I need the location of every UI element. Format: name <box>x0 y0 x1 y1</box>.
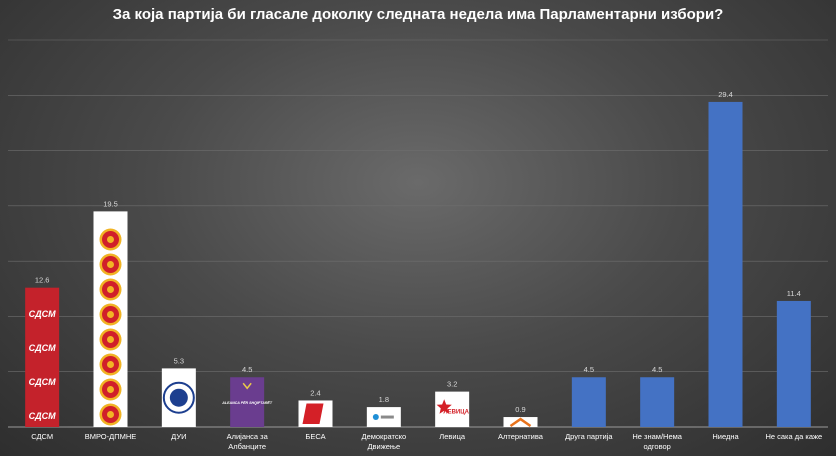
value-label: 4.5 <box>242 365 252 374</box>
besa-logo-icon <box>302 403 324 424</box>
alliance-logo-text: ALEANCA PËR SHQIPTARËT <box>221 401 273 405</box>
dui-logo-icon <box>169 388 188 407</box>
value-label: 11.4 <box>787 289 801 298</box>
value-label: 5.3 <box>174 356 184 365</box>
vmro-lion-icon <box>107 361 114 368</box>
category-label: БЕСА <box>305 432 325 441</box>
value-label: 0.9 <box>515 405 525 414</box>
vmro-lion-icon <box>107 336 114 343</box>
category-label: Друга партија <box>565 432 613 441</box>
bar-levica: ЛЕВИЦА <box>435 391 470 427</box>
bar-blue <box>708 101 743 428</box>
category-label: одговор <box>643 442 670 451</box>
vmro-lion-icon <box>107 236 114 243</box>
vmro-lion-icon <box>107 411 114 418</box>
gridlines <box>8 39 828 428</box>
category-label: Алтернатива <box>498 432 544 441</box>
category-label: ВМРО-ДПМНЕ <box>85 432 137 441</box>
bars: СДСМ СДСМ СДСМ СДСМ ALEANCA PËR SHQIPTARËT ЛЕ… <box>25 101 811 428</box>
value-label: 1.8 <box>379 395 389 404</box>
vmro-lion-icon <box>107 286 114 293</box>
category-label: Не сака да каже <box>765 432 822 441</box>
value-label: 29.4 <box>718 90 733 99</box>
bar <box>25 287 60 427</box>
vmro-lion-icon <box>107 261 114 268</box>
bar-alternativa <box>503 417 538 428</box>
bar <box>503 417 538 427</box>
dd-logo-mark <box>380 415 394 419</box>
sdsm-logo-text: СДСМ <box>29 309 56 319</box>
category-label: Албанците <box>228 442 266 451</box>
bar-dui <box>161 368 196 427</box>
vmro-lion-icon <box>107 386 114 393</box>
category-label: ДУИ <box>171 432 186 441</box>
alliance-logo-icon <box>242 382 252 390</box>
bar-sdsm: СДСМ СДСМ СДСМ СДСМ <box>25 287 60 427</box>
category-label: Движење <box>367 442 400 451</box>
sdsm-logo-text: СДСМ <box>29 343 56 353</box>
bar-dd <box>366 407 401 427</box>
sdsm-logo-text: СДСМ <box>29 411 56 421</box>
bar-vmro <box>93 211 128 427</box>
dui-logo-ring <box>162 381 195 414</box>
chart-title: За која партија би гласале доколку следн… <box>112 6 724 23</box>
category-label: Левица <box>439 432 466 441</box>
vmro-lion-icon <box>107 311 114 318</box>
value-label: 12.6 <box>35 276 50 285</box>
value-label: 19.5 <box>103 199 118 208</box>
bar <box>571 377 606 427</box>
levica-star-icon <box>436 399 452 414</box>
bar <box>776 300 811 427</box>
category-label: СДСМ <box>31 432 53 441</box>
category-label: Ниедна <box>712 432 739 441</box>
sdsm-logo-text: СДСМ <box>29 377 56 387</box>
value-label: 4.5 <box>584 365 594 374</box>
bar <box>708 101 743 428</box>
dd-logo-icon <box>372 414 379 421</box>
bar-besa <box>298 400 333 427</box>
bar <box>230 377 265 427</box>
bar-blue <box>640 377 675 427</box>
value-label: 2.4 <box>310 388 320 397</box>
bar-blue <box>776 300 811 427</box>
value-label: 4.5 <box>652 365 662 374</box>
category-label: Демократско <box>361 432 406 441</box>
value-labels: 12.6 19.5 5.3 4.5 2.4 1.8 3.2 0.9 4.5 4.5 29.4 11.4 <box>35 90 801 414</box>
alternativa-logo-icon <box>509 417 532 428</box>
bar-alliance: ALEANCA PËR SHQIPTARËT <box>221 377 273 427</box>
bar <box>640 377 675 427</box>
value-label: 3.2 <box>447 380 457 389</box>
category-label: Алијанса за <box>227 432 269 441</box>
category-label: Не знам/Нема <box>632 432 682 441</box>
bar-blue <box>571 377 606 427</box>
levica-logo-text: ЛЕВИЦА <box>443 409 469 415</box>
